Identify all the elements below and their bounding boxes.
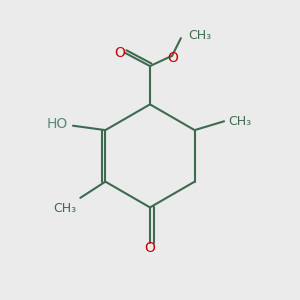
Text: CH₃: CH₃: [188, 29, 212, 42]
Text: HO: HO: [46, 117, 68, 131]
Text: O: O: [167, 51, 178, 65]
Text: O: O: [145, 241, 155, 255]
Text: CH₃: CH₃: [229, 115, 252, 128]
Text: O: O: [114, 46, 125, 60]
Text: CH₃: CH₃: [53, 202, 76, 215]
